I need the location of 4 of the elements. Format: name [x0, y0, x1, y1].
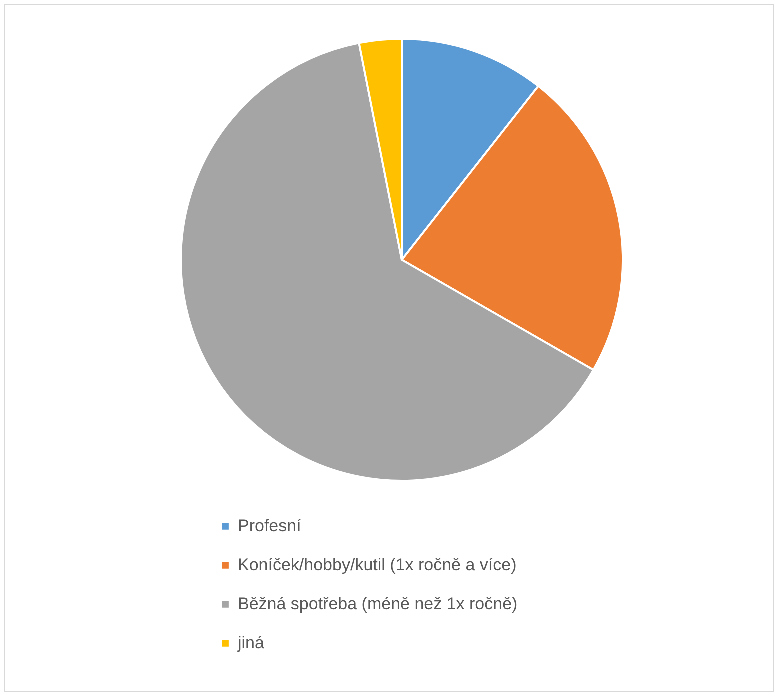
legend-label: Profesní [238, 516, 302, 536]
legend-label: jiná [237, 634, 266, 652]
legend-label: Běžná spotřeba (méně než 1x ročně) [238, 594, 518, 614]
legend-label: Koníček/hobby/kutil (1x ročně a více) [238, 556, 517, 574]
